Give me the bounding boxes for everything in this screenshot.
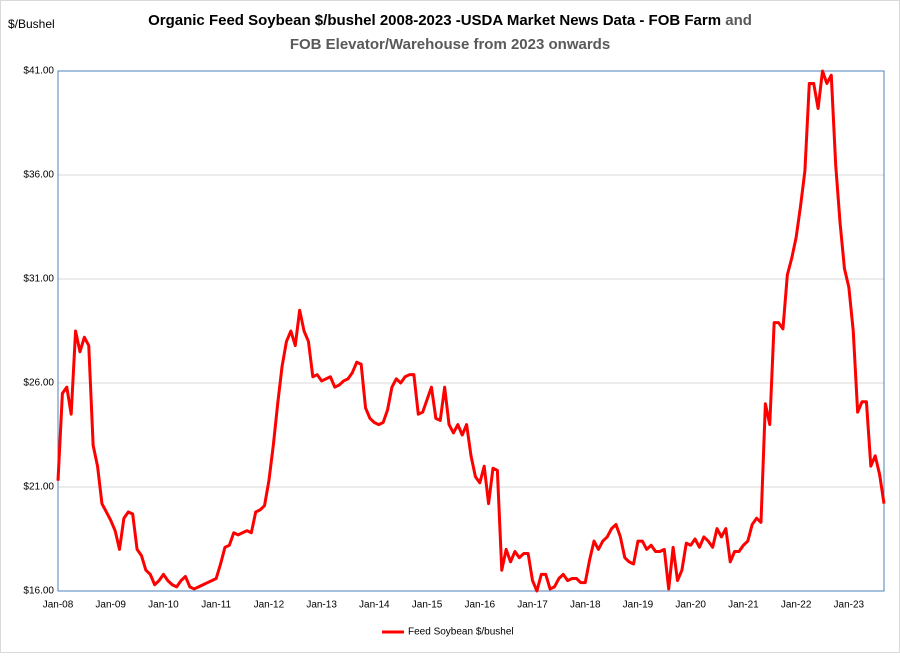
x-tick-label: Jan-10: [148, 600, 179, 611]
y-axis-title: $/Bushel: [8, 17, 55, 31]
y-tick-label: $36.00: [23, 170, 54, 181]
x-tick-label: Jan-18: [570, 600, 601, 611]
x-tick-label: Jan-16: [464, 600, 495, 611]
y-tick-label: $41.00: [23, 66, 54, 77]
x-tick-label: Jan-21: [728, 600, 759, 611]
title-part: Organic Feed Soybean $/bushel 2008-2023 …: [148, 12, 721, 29]
plot-border: [57, 70, 885, 592]
title-part: and: [725, 12, 752, 29]
chart-title: FOB Elevator/Warehouse from 2023 onwards: [290, 36, 610, 53]
y-tick-label: $16.00: [23, 586, 54, 597]
x-tick-label: Jan-20: [675, 600, 706, 611]
legend-label: Feed Soybean $/bushel: [408, 627, 514, 638]
x-tick-label: Jan-11: [201, 600, 231, 611]
x-tick-label: Jan-17: [517, 600, 548, 611]
title-part: FOB Elevator/Warehouse from 2023 onwards: [290, 36, 610, 53]
y-tick-label: $31.00: [23, 274, 54, 285]
x-tick-label: Jan-12: [254, 600, 285, 611]
x-tick-label: Jan-09: [95, 600, 126, 611]
x-tick-label: Jan-19: [623, 600, 654, 611]
x-tick-label: Jan-08: [43, 600, 74, 611]
data-line: [56, 69, 886, 593]
chart-title: Organic Feed Soybean $/bushel 2008-2023 …: [148, 12, 752, 29]
x-tick-label: Jan-13: [306, 600, 337, 611]
y-tick-label: $21.00: [23, 482, 54, 493]
x-tick-label: Jan-14: [359, 600, 390, 611]
x-tick-label: Jan-23: [834, 600, 865, 611]
x-tick-label: Jan-22: [781, 600, 812, 611]
x-tick-label: Jan-15: [412, 600, 443, 611]
y-tick-label: $26.00: [23, 378, 54, 389]
